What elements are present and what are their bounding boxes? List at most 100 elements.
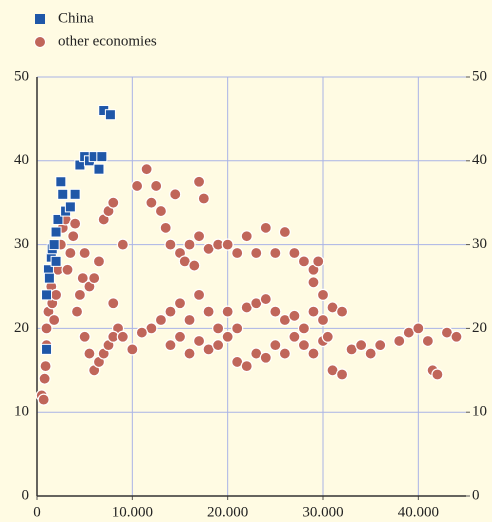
legend-label: China [58, 10, 94, 26]
point [202, 305, 215, 318]
point [69, 188, 81, 200]
point [48, 313, 61, 327]
point [50, 255, 62, 267]
point [192, 230, 206, 243]
point [259, 221, 272, 234]
point [297, 255, 311, 268]
y2-tick-label: 30 [472, 236, 487, 252]
point [64, 246, 77, 260]
point [288, 309, 301, 322]
point [297, 339, 311, 352]
point [197, 192, 210, 205]
point [104, 109, 116, 121]
point [374, 339, 387, 352]
y-tick-label: 50 [14, 68, 29, 84]
point [55, 176, 67, 188]
y2-tick-label: 20 [472, 320, 487, 336]
point [307, 305, 320, 318]
point [240, 360, 253, 373]
point [421, 334, 434, 348]
y-tick-label: 40 [14, 152, 29, 168]
point [78, 330, 91, 343]
point [269, 305, 282, 318]
point [50, 226, 62, 238]
point [52, 213, 64, 225]
point [164, 305, 177, 318]
point [154, 313, 168, 327]
point [116, 238, 129, 251]
point [154, 204, 168, 218]
point [297, 322, 311, 335]
point [335, 368, 349, 381]
point [192, 334, 206, 348]
point [131, 179, 144, 193]
point [259, 292, 272, 306]
point [307, 347, 320, 360]
point [231, 246, 244, 260]
point [188, 259, 201, 272]
point [173, 330, 187, 343]
point [221, 238, 234, 251]
point [269, 246, 282, 260]
y2-tick-label: 50 [472, 68, 487, 84]
point [221, 330, 234, 343]
point [107, 297, 120, 310]
point [431, 368, 444, 381]
point [269, 339, 282, 352]
point [173, 297, 187, 310]
x-tick-label: 40.000 [398, 504, 439, 520]
point [183, 313, 196, 327]
x-tick-label: 20.000 [207, 504, 248, 520]
point [278, 225, 291, 239]
point [250, 246, 263, 260]
point [135, 326, 148, 339]
point [412, 322, 425, 335]
point [48, 239, 60, 251]
y2-tick-label: 10 [472, 404, 487, 420]
x-tick-label: 0 [33, 504, 41, 520]
point [41, 343, 53, 355]
point [37, 393, 50, 406]
point [393, 334, 406, 348]
y2-tick-label: 40 [472, 152, 487, 168]
point [288, 246, 301, 260]
point [355, 339, 368, 352]
legend-marker [35, 14, 45, 24]
point [73, 288, 87, 301]
point [145, 196, 158, 209]
point [93, 163, 105, 175]
point [307, 276, 320, 289]
point [183, 238, 196, 251]
point [88, 272, 101, 285]
y-tick-label: 0 [22, 487, 30, 503]
legend-marker [34, 36, 46, 48]
point [164, 238, 177, 251]
point [126, 343, 139, 356]
point [364, 347, 377, 360]
x-tick-label: 10.000 [112, 504, 153, 520]
point [183, 347, 196, 360]
point [61, 263, 74, 276]
y-tick-label: 10 [14, 404, 29, 420]
point [335, 305, 349, 318]
point [57, 188, 69, 200]
point [83, 347, 96, 360]
point [140, 163, 153, 176]
y-tick-label: 30 [14, 236, 29, 252]
point [321, 330, 334, 343]
y-tick-label: 20 [14, 320, 29, 336]
point [192, 288, 206, 301]
point [450, 330, 463, 343]
point [96, 151, 108, 163]
legend-label: other economies [58, 33, 157, 49]
point [259, 351, 272, 364]
point [212, 339, 225, 352]
point [78, 246, 91, 260]
point [278, 347, 291, 360]
point [116, 330, 129, 343]
point [231, 322, 244, 335]
point [49, 288, 63, 301]
